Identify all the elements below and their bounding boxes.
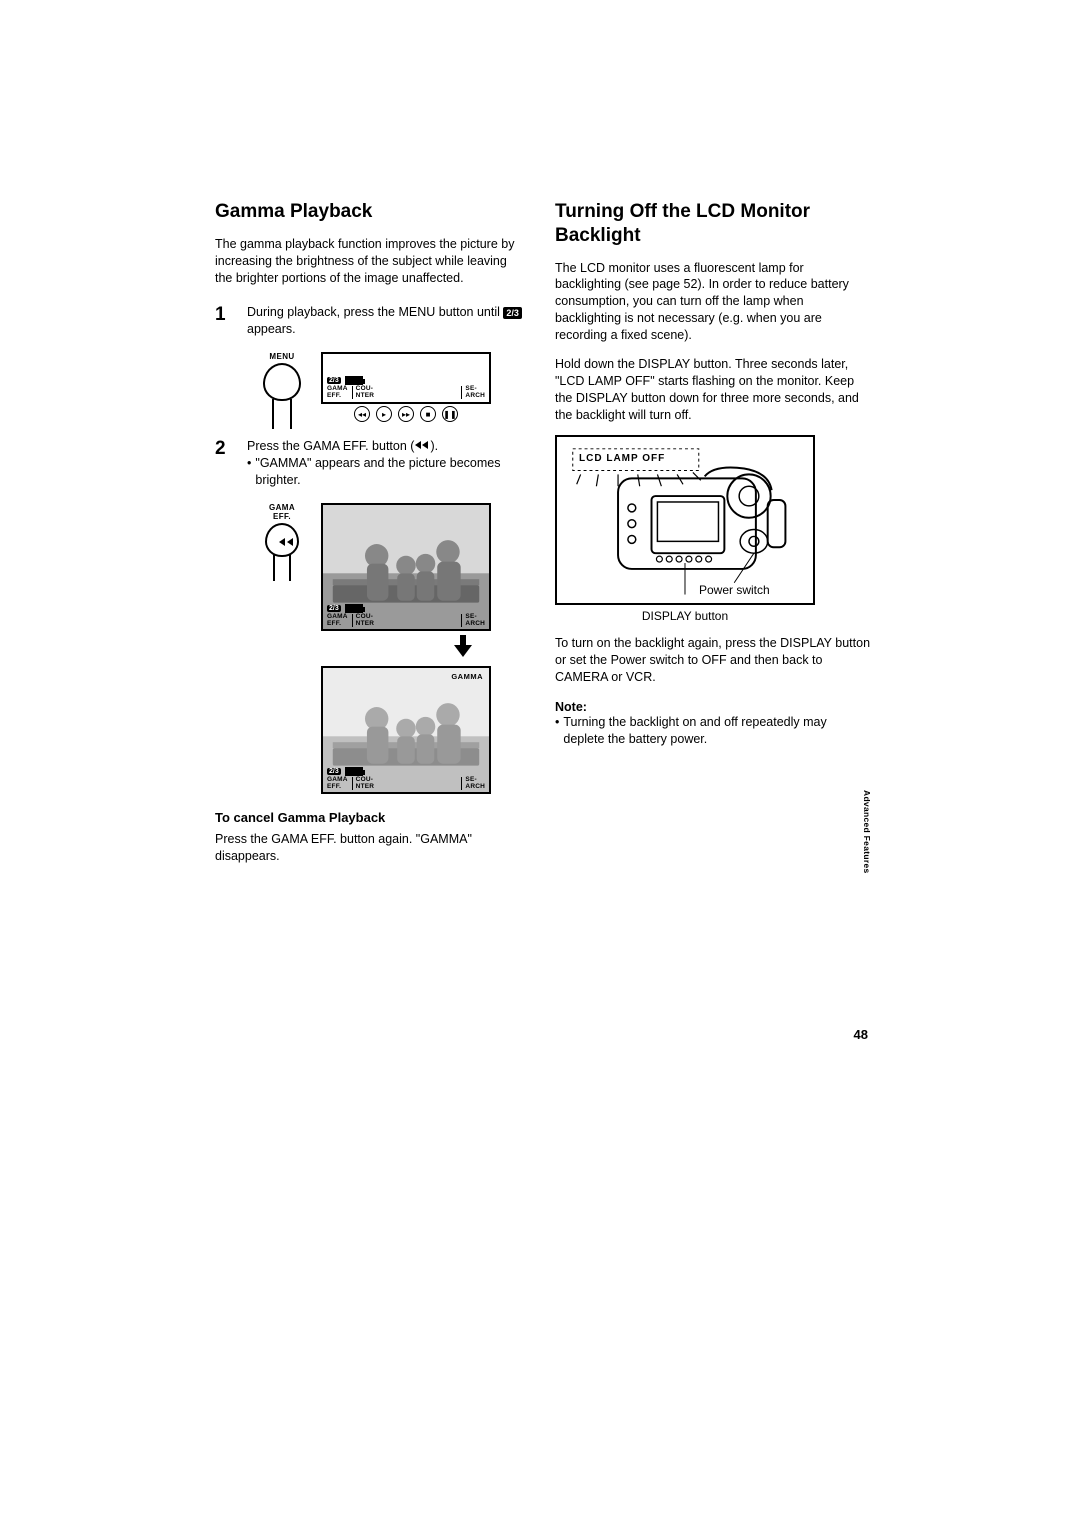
note-bullet: Turning the backlight on and off repeate…: [563, 714, 870, 748]
battery-icon-3: [345, 767, 363, 776]
osd-badge-3: 2/3: [327, 768, 341, 775]
osd-seg-arch: ARCH: [465, 392, 485, 399]
osd-badge: 2/3: [327, 377, 341, 384]
gama-eff-button-diagram: GAMAEFF.: [255, 503, 309, 557]
photo-screen-2: GAMMA 2/3 GAMAEFF. COU-NTER SE-ARCH: [321, 666, 491, 794]
gama-eff-lbl-b: EFF.: [273, 512, 291, 521]
fast-forward-icon: ▸▸: [398, 406, 414, 422]
gama-eff-circle: [265, 523, 299, 557]
photo-screen-1: 2/3 GAMAEFF. COU-NTER SE-ARCH: [321, 503, 491, 631]
osd-seg-eff: EFF.: [327, 392, 341, 399]
step-1-text-a: During playback, press the MENU button u…: [247, 305, 503, 319]
page-number: 48: [854, 1027, 868, 1042]
gamma-intro: The gamma playback function improves the…: [215, 236, 525, 287]
step-2-number: 2: [215, 438, 233, 489]
play-icon: ▸: [376, 406, 392, 422]
lcd-lamp-off-text: LCD LAMP OFF: [579, 453, 665, 464]
pause-icon: ❚❚: [442, 406, 458, 422]
backlight-heading: Turning Off the LCD Monitor Backlight: [555, 200, 870, 248]
display-button-callout: DISPLAY button: [555, 609, 815, 623]
step-2-bullet: "GAMMA" appears and the picture becomes …: [255, 455, 525, 489]
osd-badge-2: 2/3: [327, 605, 341, 612]
power-switch-callout: Power switch: [699, 583, 770, 597]
rewind-icon: ◂◂: [354, 406, 370, 422]
backlight-p3: To turn on the backlight again, press th…: [555, 635, 870, 686]
arrow-down-icon: [435, 635, 491, 662]
step-2-text-b: ).: [430, 439, 438, 453]
step-2-diagram: GAMAEFF.: [255, 503, 525, 794]
menu-button-diagram: MENU: [255, 352, 309, 401]
step-1-number: 1: [215, 304, 233, 338]
menu-label: MENU: [255, 352, 309, 361]
note-heading: Note:: [555, 700, 870, 714]
step-2: 2 Press the GAMA EFF. button (). •"GAMMA…: [215, 438, 525, 489]
cancel-text: Press the GAMA EFF. button again. "GAMMA…: [215, 831, 525, 865]
gamma-heading: Gamma Playback: [215, 200, 525, 224]
step-1-diagram: MENU 2/3 GAMAEFF. COU-NTER SE-ARCH: [255, 352, 525, 422]
cancel-heading: To cancel Gamma Playback: [215, 810, 525, 825]
backlight-p1: The LCD monitor uses a fluorescent lamp …: [555, 260, 870, 344]
battery-icon: [345, 376, 363, 385]
stop-icon: ■: [420, 406, 436, 422]
gamma-overlay-label: GAMMA: [451, 672, 483, 681]
osd-screen-1: 2/3 GAMAEFF. COU-NTER SE-ARCH: [321, 352, 491, 404]
side-tab: Advanced Features: [862, 790, 872, 874]
step-1: 1 During playback, press the MENU button…: [215, 304, 525, 338]
osd-seg-nter: NTER: [356, 392, 375, 399]
battery-icon-2: [345, 604, 363, 613]
camera-diagram: LCD LAMP OFF Power switch: [555, 435, 815, 605]
step-2-text-a: Press the GAMA EFF. button (: [247, 439, 414, 453]
backlight-p2: Hold down the DISPLAY button. Three seco…: [555, 356, 870, 424]
step-1-badge: 2/3: [503, 307, 522, 319]
rewind-inline-icon: [414, 438, 430, 455]
gama-eff-lbl-a: GAMA: [269, 503, 295, 512]
step-1-text-b: appears.: [247, 322, 296, 336]
playback-icons-row: ◂◂ ▸ ▸▸ ■ ❚❚: [321, 406, 491, 422]
